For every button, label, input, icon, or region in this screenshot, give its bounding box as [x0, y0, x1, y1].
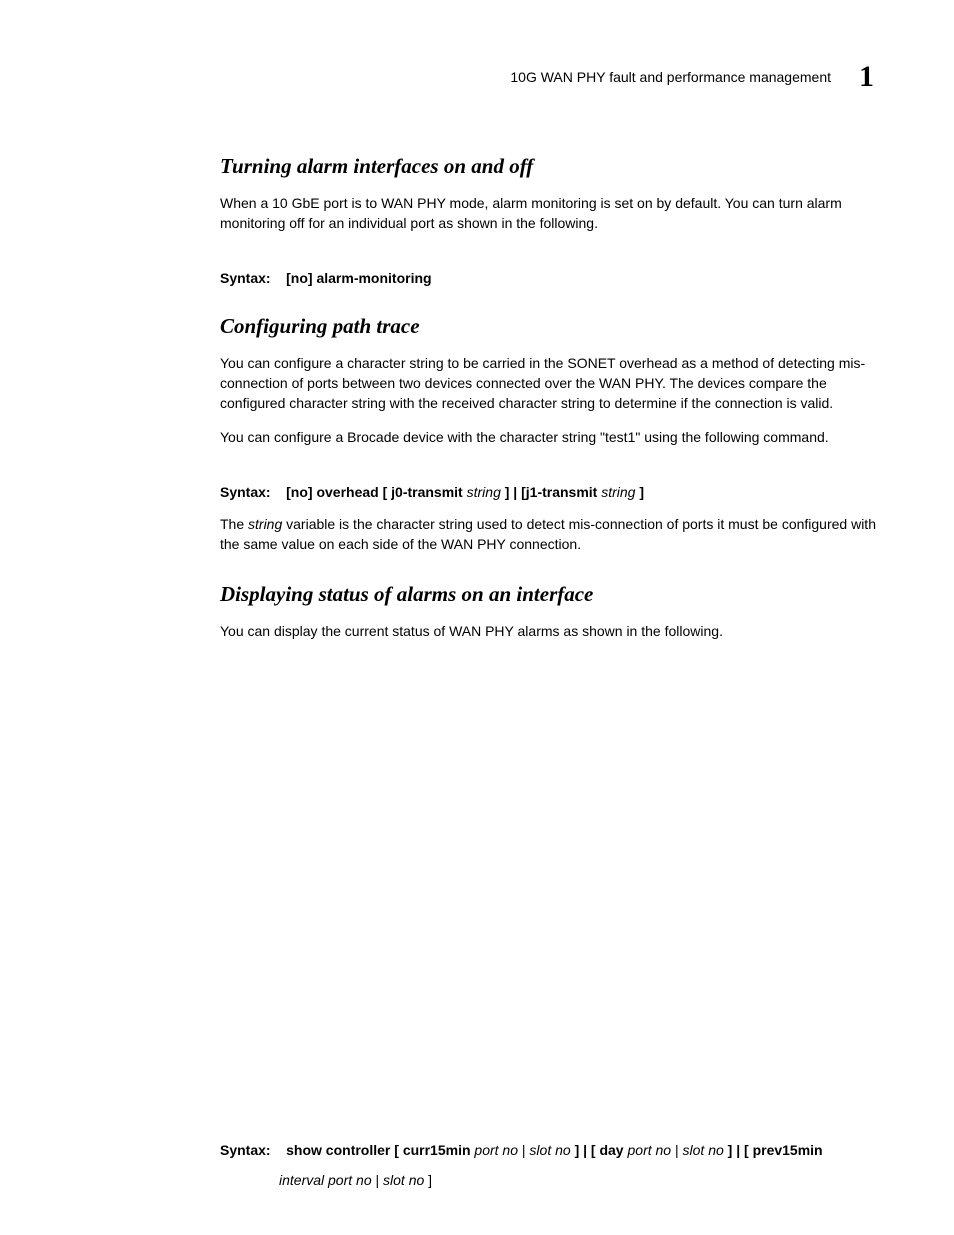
- syntax-bold: ] | [j1-transmit: [505, 484, 598, 500]
- paragraph-turning-alarm: When a 10 GbE port is to WAN PHY mode, a…: [220, 193, 894, 234]
- italic-text: string: [248, 516, 282, 532]
- syntax-italic: port no: [628, 1142, 672, 1158]
- text: variable is the character string used to…: [220, 516, 876, 552]
- paragraph-configuring-path-1: You can configure a character string to …: [220, 353, 894, 414]
- syntax-italic: port no: [474, 1142, 518, 1158]
- syntax-bold: ] | [ prev15min: [728, 1142, 823, 1158]
- paragraph-configuring-path-2: You can configure a Brocade device with …: [220, 427, 894, 447]
- pipe: |: [675, 1142, 683, 1158]
- syntax-alarm-monitoring: Syntax: [no] alarm-monitoring: [220, 270, 894, 286]
- syntax-bold: [no] overhead [ j0-transmit: [286, 484, 463, 500]
- section-heading-configuring-path: Configuring path trace: [220, 314, 894, 339]
- pipe: |: [376, 1172, 384, 1188]
- syntax-text: ]: [428, 1172, 432, 1188]
- syntax-overhead: Syntax: [no] overhead [ j0-transmit stri…: [220, 484, 894, 500]
- syntax-italic: string: [467, 484, 501, 500]
- syntax-bold: show controller [ curr15min: [286, 1142, 470, 1158]
- syntax-label: Syntax:: [220, 1142, 271, 1158]
- header-title: 10G WAN PHY fault and performance manage…: [510, 69, 831, 85]
- syntax-italic: interval port no: [279, 1172, 372, 1188]
- chapter-number: 1: [859, 60, 874, 94]
- syntax-show-controller-continuation: interval port no | slot no ]: [220, 1172, 894, 1188]
- page-header: 10G WAN PHY fault and performance manage…: [220, 60, 894, 94]
- paragraph-configuring-path-3: The string variable is the character str…: [220, 514, 894, 555]
- syntax-bold: ]: [639, 484, 644, 500]
- syntax-italic: slot no: [683, 1142, 724, 1158]
- section-heading-turning-alarm: Turning alarm interfaces on and off: [220, 154, 894, 179]
- syntax-label: Syntax:: [220, 484, 271, 500]
- syntax-italic: slot no: [529, 1142, 570, 1158]
- syntax-show-controller: Syntax: show controller [ curr15min port…: [220, 1142, 894, 1158]
- syntax-italic: string: [601, 484, 635, 500]
- syntax-label: Syntax:: [220, 270, 271, 286]
- syntax-text: [no] alarm-monitoring: [286, 270, 431, 286]
- paragraph-displaying-status: You can display the current status of WA…: [220, 621, 894, 641]
- syntax-bold: ] | [ day: [575, 1142, 624, 1158]
- section-heading-displaying-status: Displaying status of alarms on an interf…: [220, 582, 894, 607]
- syntax-italic: slot no: [383, 1172, 424, 1188]
- text: The: [220, 516, 248, 532]
